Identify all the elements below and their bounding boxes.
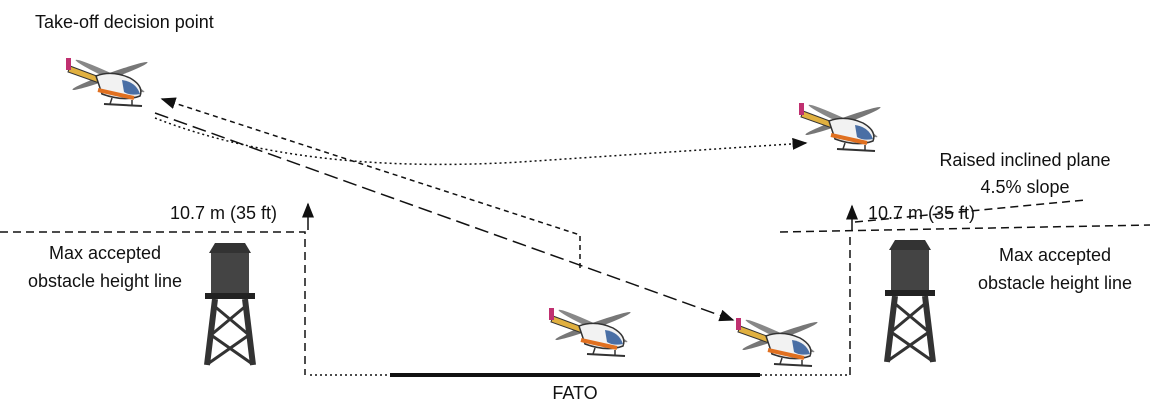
height-label: 10.7 m (35 ft) bbox=[868, 203, 975, 223]
decision-label: Take-off decision point bbox=[35, 12, 214, 32]
tower bbox=[885, 240, 935, 362]
height-label: 10.7 m (35 ft) bbox=[170, 203, 277, 223]
lines bbox=[0, 97, 1151, 376]
plane-label: Raised inclined plane bbox=[939, 150, 1110, 170]
obstacle-label: Max accepted bbox=[999, 245, 1111, 265]
helicopter bbox=[547, 305, 634, 358]
obstacle-label: obstacle height line bbox=[978, 273, 1132, 293]
obstacle-label: Max accepted bbox=[49, 243, 161, 263]
helicopter bbox=[797, 100, 884, 153]
fato-label: FATO bbox=[552, 383, 597, 403]
tower bbox=[205, 243, 255, 365]
obstacle-label: obstacle height line bbox=[28, 271, 182, 291]
helicopter bbox=[734, 315, 821, 368]
plane-label: 4.5% slope bbox=[980, 177, 1069, 197]
helicopter bbox=[64, 55, 151, 108]
